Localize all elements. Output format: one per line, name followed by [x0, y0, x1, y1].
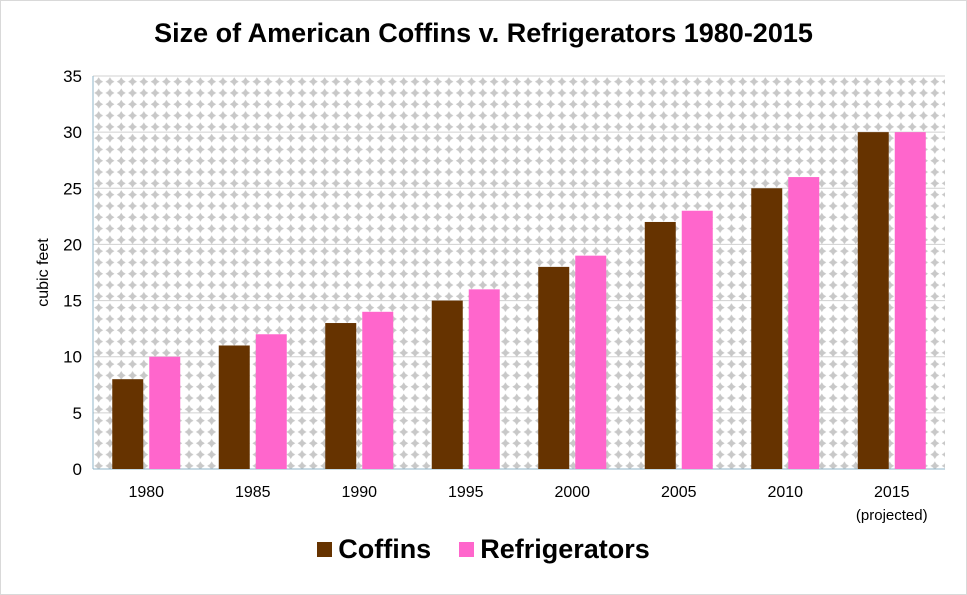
legend-label: Coffins: [338, 534, 432, 564]
y-tick-label: 35: [63, 67, 82, 86]
chart-title: Size of American Coffins v. Refrigerator…: [154, 18, 813, 48]
x-tick-label: 1990: [341, 484, 377, 501]
x-tick-label: 2010: [767, 484, 803, 501]
x-tick-label: 2005: [661, 484, 697, 501]
legend-swatch: [317, 542, 333, 557]
legend-label: Refrigerators: [480, 534, 650, 564]
y-tick-label: 20: [63, 235, 82, 254]
bar-refrigerators-2010: [788, 177, 820, 470]
bar-refrigerators-1980: [149, 356, 181, 469]
bar-refrigerators-2015: [894, 132, 926, 469]
legend-item-coffins: Coffins: [317, 534, 431, 565]
bar-coffins-1995: [431, 300, 463, 469]
y-tick-label: 25: [63, 179, 82, 198]
bar-coffins-2015: [857, 132, 889, 469]
legend: Coffins Refrigerators: [0, 533, 967, 565]
x-tick-label: 1995: [448, 484, 484, 501]
y-tick-label: 30: [63, 123, 82, 142]
y-tick-label: 15: [63, 292, 82, 311]
x-tick-label: 2000: [554, 484, 590, 501]
bar-refrigerators-2005: [681, 210, 713, 469]
x-tick-label: 1980: [128, 484, 164, 501]
bar-coffins-1990: [325, 323, 357, 469]
bar-coffins-2005: [644, 221, 676, 469]
bar-refrigerators-1985: [255, 334, 287, 469]
x-tick-note: (projected): [856, 507, 928, 524]
bar-coffins-1985: [218, 345, 250, 469]
y-tick-label: 5: [73, 404, 82, 423]
x-tick-label: 2015: [874, 484, 910, 501]
bar-coffins-2010: [751, 188, 783, 470]
bar-refrigerators-2000: [575, 255, 607, 469]
y-axis-label: cubic feet: [35, 238, 52, 307]
bar-coffins-1980: [112, 379, 144, 469]
bar-coffins-2000: [538, 266, 570, 469]
legend-swatch: [459, 542, 475, 557]
x-tick-label: 1985: [235, 484, 271, 501]
legend-item-refrigerators: Refrigerators: [459, 534, 650, 565]
bar-refrigerators-1990: [362, 311, 394, 469]
bar-refrigerators-1995: [468, 289, 500, 469]
y-tick-label: 10: [63, 348, 82, 367]
y-tick-label: 0: [73, 460, 82, 479]
